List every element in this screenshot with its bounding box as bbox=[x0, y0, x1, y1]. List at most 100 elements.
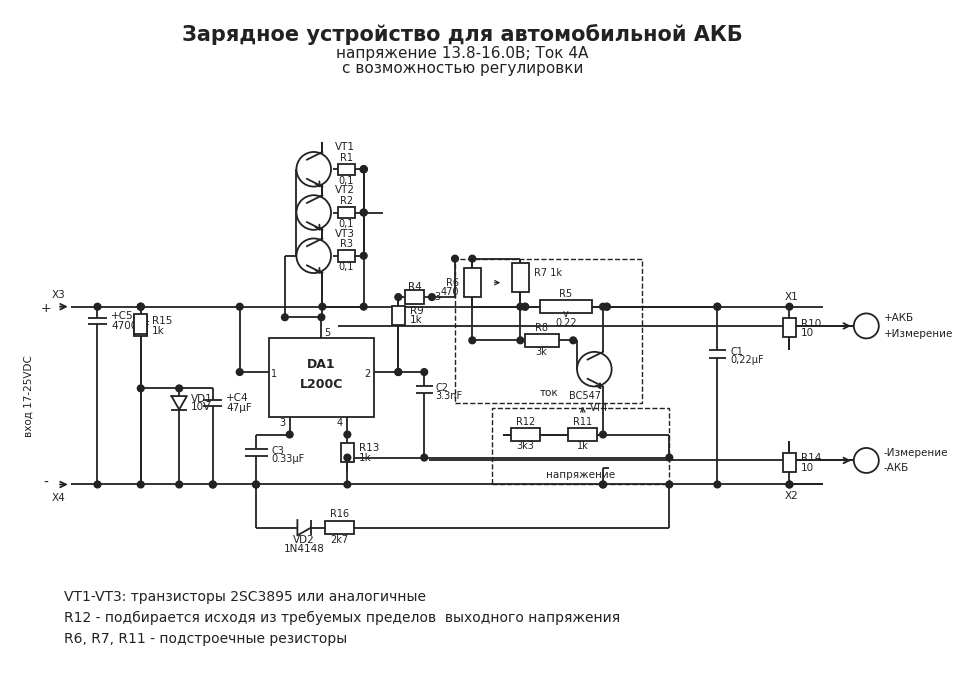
Text: R4: R4 bbox=[408, 282, 422, 293]
Text: R6, R7, R11 - подстроечные резисторы: R6, R7, R11 - подстроечные резисторы bbox=[64, 632, 348, 646]
Circle shape bbox=[395, 293, 401, 300]
Text: 470: 470 bbox=[441, 287, 459, 298]
Circle shape bbox=[786, 303, 793, 310]
Bar bbox=[464, 268, 481, 297]
Text: 1N4148: 1N4148 bbox=[283, 544, 324, 554]
Circle shape bbox=[714, 303, 721, 310]
Text: -АКБ: -АКБ bbox=[883, 463, 909, 473]
Text: VD2: VD2 bbox=[293, 535, 315, 545]
Bar bbox=[525, 334, 559, 347]
Text: 0,22μF: 0,22μF bbox=[731, 355, 764, 365]
Text: R2: R2 bbox=[340, 196, 353, 206]
FancyBboxPatch shape bbox=[492, 408, 669, 484]
Circle shape bbox=[360, 303, 367, 310]
Text: C1: C1 bbox=[731, 347, 744, 357]
Bar bbox=[269, 339, 374, 418]
Circle shape bbox=[137, 481, 144, 488]
Circle shape bbox=[604, 303, 611, 310]
Circle shape bbox=[468, 337, 475, 344]
Bar bbox=[134, 314, 148, 334]
Text: VT1: VT1 bbox=[335, 142, 355, 152]
Bar bbox=[511, 428, 540, 441]
Bar bbox=[782, 319, 796, 337]
Text: R16: R16 bbox=[330, 510, 349, 519]
Text: 3k: 3k bbox=[536, 347, 547, 357]
Circle shape bbox=[281, 314, 288, 321]
Text: VT3: VT3 bbox=[335, 229, 355, 238]
Text: 0.33μF: 0.33μF bbox=[272, 454, 304, 464]
Text: +АКБ: +АКБ bbox=[883, 313, 914, 323]
Bar bbox=[392, 306, 405, 325]
Circle shape bbox=[517, 303, 524, 310]
Text: 10: 10 bbox=[801, 328, 814, 338]
Bar bbox=[338, 207, 355, 218]
Text: Зарядное устройство для автомобильной АКБ: Зарядное устройство для автомобильной АК… bbox=[182, 24, 743, 45]
Text: R6: R6 bbox=[445, 277, 459, 288]
Text: VD1: VD1 bbox=[191, 394, 212, 404]
Text: 1k: 1k bbox=[577, 441, 588, 451]
Bar bbox=[325, 521, 354, 535]
Bar bbox=[568, 428, 597, 441]
Text: R14: R14 bbox=[801, 453, 822, 463]
Circle shape bbox=[209, 481, 216, 488]
Text: напряжение 13.8-16.0В; Ток 4А: напряжение 13.8-16.0В; Ток 4А bbox=[337, 47, 588, 61]
Text: 47μF: 47μF bbox=[227, 403, 252, 413]
Circle shape bbox=[360, 209, 367, 216]
Text: +: + bbox=[40, 302, 51, 315]
Circle shape bbox=[137, 303, 144, 310]
Bar bbox=[405, 291, 424, 304]
Circle shape bbox=[522, 303, 529, 310]
Bar bbox=[134, 316, 148, 335]
Circle shape bbox=[209, 481, 216, 488]
Circle shape bbox=[94, 303, 101, 310]
Bar bbox=[341, 443, 354, 462]
Circle shape bbox=[600, 431, 607, 438]
Text: BC547: BC547 bbox=[568, 391, 601, 401]
Circle shape bbox=[420, 369, 427, 376]
Text: 1: 1 bbox=[272, 369, 277, 379]
Bar bbox=[338, 250, 355, 261]
Circle shape bbox=[420, 454, 427, 461]
Text: R3: R3 bbox=[340, 239, 353, 250]
Text: 1k: 1k bbox=[410, 315, 422, 325]
Text: R12: R12 bbox=[516, 417, 535, 427]
Circle shape bbox=[714, 481, 721, 488]
Circle shape bbox=[176, 481, 182, 488]
Bar bbox=[512, 263, 529, 292]
Circle shape bbox=[297, 238, 331, 273]
Circle shape bbox=[297, 152, 331, 187]
Text: 2: 2 bbox=[365, 369, 371, 379]
Text: напряжение: напряжение bbox=[546, 470, 615, 480]
Circle shape bbox=[252, 481, 259, 488]
Circle shape bbox=[522, 303, 529, 310]
Bar bbox=[338, 164, 355, 175]
Text: +Измерение: +Измерение bbox=[883, 328, 953, 339]
Text: R15: R15 bbox=[153, 316, 173, 326]
Text: 0,1: 0,1 bbox=[339, 262, 354, 273]
Text: v: v bbox=[564, 309, 569, 319]
Text: 10V: 10V bbox=[191, 401, 211, 412]
Circle shape bbox=[468, 255, 475, 262]
Text: VT2: VT2 bbox=[335, 185, 355, 195]
Text: DA1: DA1 bbox=[307, 358, 336, 371]
Circle shape bbox=[360, 166, 367, 173]
Bar bbox=[540, 300, 592, 314]
Circle shape bbox=[319, 303, 325, 310]
Circle shape bbox=[360, 252, 367, 259]
Circle shape bbox=[395, 369, 401, 376]
Text: L200C: L200C bbox=[300, 378, 343, 391]
Text: R10: R10 bbox=[801, 319, 821, 328]
Circle shape bbox=[94, 481, 101, 488]
Circle shape bbox=[714, 303, 721, 310]
Circle shape bbox=[360, 166, 367, 173]
Text: 10: 10 bbox=[801, 463, 814, 473]
Text: C2: C2 bbox=[436, 383, 448, 393]
Circle shape bbox=[236, 303, 243, 310]
Text: X4: X4 bbox=[52, 493, 65, 503]
Text: 1k: 1k bbox=[153, 325, 165, 336]
Text: 4: 4 bbox=[337, 418, 343, 428]
Text: 3k3: 3k3 bbox=[516, 441, 534, 451]
Bar bbox=[782, 453, 796, 472]
Circle shape bbox=[570, 337, 577, 344]
Text: вход 17-25VDC: вход 17-25VDC bbox=[23, 355, 34, 437]
